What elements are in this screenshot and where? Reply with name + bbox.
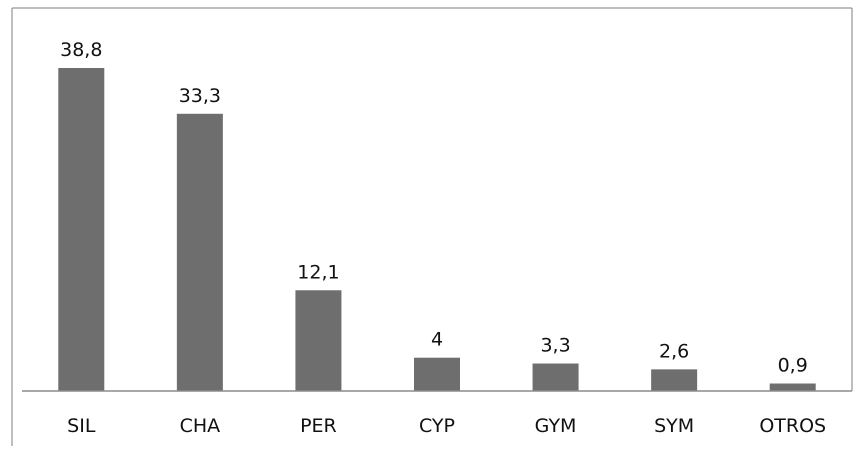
bar-gym	[532, 363, 579, 391]
x-tick-label-per: PER	[300, 415, 337, 437]
bar-cha	[176, 113, 223, 391]
x-tick-label-cyp: CYP	[419, 415, 455, 437]
x-tick-label-otros: OTROS	[759, 415, 826, 437]
x-tick-labels-group: SIL CHA PER CYP GYM SYM OTROS	[67, 415, 826, 437]
value-label-sym: 2,6	[659, 340, 689, 362]
chart-border-group	[11, 7, 853, 446]
bar-per	[295, 290, 342, 391]
value-label-cyp: 4	[431, 329, 443, 351]
bars-group	[58, 68, 816, 391]
x-tick-label-cha: CHA	[180, 415, 221, 437]
bar-sym	[651, 369, 698, 391]
value-label-per: 12,1	[297, 261, 339, 283]
bar-sil	[58, 68, 105, 391]
value-label-cha: 33,3	[179, 85, 221, 107]
value-labels-group: 38,8 33,3 12,1 4 3,3 2,6 0,9	[60, 39, 808, 377]
x-tick-label-sym: SYM	[654, 415, 694, 437]
value-label-gym: 3,3	[540, 335, 570, 357]
x-tick-label-gym: GYM	[535, 415, 577, 437]
value-label-otros: 0,9	[778, 355, 808, 377]
bar-otros	[769, 383, 816, 391]
bar-cyp	[414, 357, 460, 391]
value-label-sil: 38,8	[60, 39, 102, 61]
x-tick-label-sil: SIL	[67, 415, 96, 437]
